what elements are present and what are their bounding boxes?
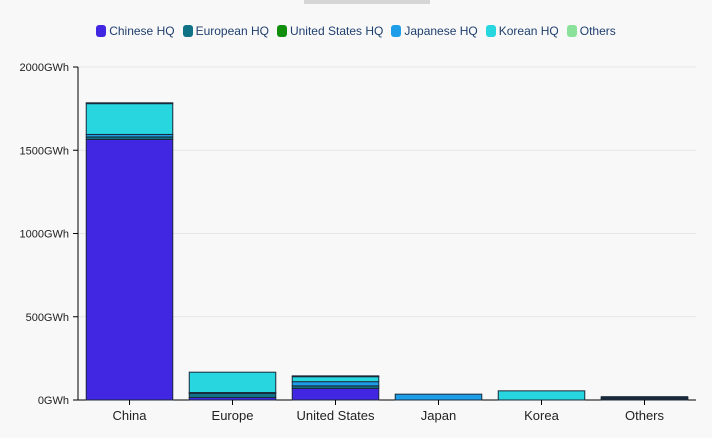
legend-item-others[interactable]: Others xyxy=(566,24,616,38)
x-tick-label: Europe xyxy=(212,408,254,423)
x-tick-label: United States xyxy=(296,408,375,423)
bar-segment[interactable] xyxy=(85,138,174,401)
bar-segment[interactable] xyxy=(394,393,483,401)
bar-segment[interactable] xyxy=(291,375,380,378)
bar-segment[interactable] xyxy=(291,381,380,387)
bar-segment[interactable] xyxy=(600,396,689,399)
legend-swatch-korean-hq xyxy=(485,25,496,37)
legend-item-korean-hq[interactable]: Korean HQ xyxy=(485,24,559,38)
legend-label-european-hq: European HQ xyxy=(195,24,269,38)
bar-segment[interactable] xyxy=(291,387,380,401)
legend-label-chinese-hq: Chinese HQ xyxy=(109,24,175,38)
bar-segment[interactable] xyxy=(188,371,277,394)
legend-swatch-chinese-hq xyxy=(96,25,107,37)
legend-label-others: Others xyxy=(579,24,616,38)
legend-swatch-japanese-hq xyxy=(391,25,402,37)
x-tick-label: Others xyxy=(625,408,665,423)
bar-segment[interactable] xyxy=(188,392,277,399)
legend-item-chinese-hq[interactable]: Chinese HQ xyxy=(96,24,175,38)
legend-item-japanese-hq[interactable]: Japanese HQ xyxy=(391,24,478,38)
x-tick-label: China xyxy=(113,408,148,423)
y-tick-label: 2000GWh xyxy=(19,62,69,74)
top-tab-stub[interactable] xyxy=(304,0,430,4)
legend-swatch-united-states-hq xyxy=(276,25,287,37)
bar-segment[interactable] xyxy=(85,102,174,105)
legend-label-united-states-hq: United States HQ xyxy=(289,24,384,38)
x-tick-label: Korea xyxy=(524,408,559,423)
legend-item-united-states-hq[interactable]: United States HQ xyxy=(276,24,384,38)
legend-label-korean-hq: Korean HQ xyxy=(498,24,559,38)
x-tick-label: Japan xyxy=(421,408,456,423)
bar-segment[interactable] xyxy=(497,390,586,401)
y-tick-label: 1500GWh xyxy=(19,145,69,157)
legend-item-european-hq[interactable]: European HQ xyxy=(182,24,269,38)
legend: Chinese HQ European HQ United States HQ … xyxy=(0,24,712,38)
legend-swatch-european-hq xyxy=(182,25,193,37)
bar-segment[interactable] xyxy=(291,376,380,383)
y-tick-label: 0GWh xyxy=(38,395,69,407)
y-tick-label: 500GWh xyxy=(26,312,69,324)
y-tick-label: 1000GWh xyxy=(19,229,69,241)
bar-segment[interactable] xyxy=(85,103,174,135)
legend-label-japanese-hq: Japanese HQ xyxy=(404,24,478,38)
legend-swatch-others xyxy=(566,25,577,37)
